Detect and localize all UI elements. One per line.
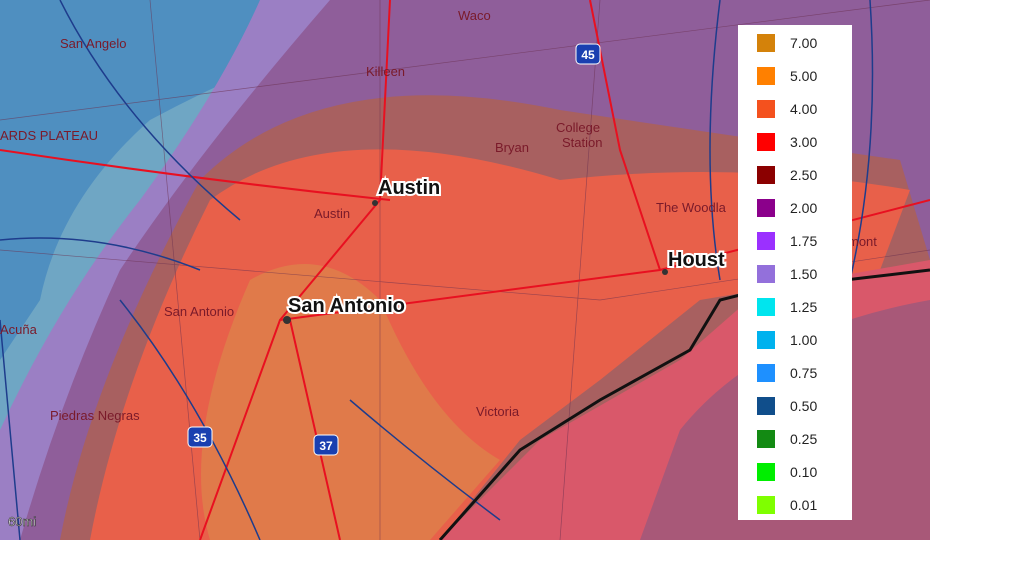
legend-swatch	[757, 265, 775, 283]
place-label: Station	[562, 135, 602, 150]
legend-swatch	[757, 463, 775, 481]
legend-label: 1.50	[790, 266, 817, 282]
place-label: ARDS PLATEAU	[0, 128, 98, 143]
legend-swatch	[757, 232, 775, 250]
legend-swatch	[757, 100, 775, 118]
legend-label: 0.25	[790, 431, 817, 447]
legend-swatch	[757, 364, 775, 382]
place-label: Victoria	[476, 404, 520, 419]
legend-label: 2.00	[790, 200, 817, 216]
place-label: Piedras Negras	[50, 408, 140, 423]
legend-swatch	[757, 133, 775, 151]
legend: 7.00 5.00 4.00 3.00 2.50 2.00 1.75 1.50 1.25 1.00…	[757, 34, 817, 514]
city-label: San Antonio	[288, 295, 405, 317]
city-label: Austin	[378, 177, 440, 199]
legend-label: 2.50	[790, 167, 817, 183]
legend-swatch	[757, 166, 775, 184]
legend-swatch	[757, 67, 775, 85]
place-label: The Woodla	[656, 200, 727, 215]
legend-label: 0.50	[790, 398, 817, 414]
place-label: San Antonio	[164, 304, 234, 319]
legend-swatch	[757, 397, 775, 415]
place-label: Bryan	[495, 140, 529, 155]
place-label: Killeen	[366, 64, 405, 79]
legend-label: 3.00	[790, 134, 817, 150]
legend-swatch	[757, 34, 775, 52]
legend-label: 1.25	[790, 299, 817, 315]
legend-label: 0.01	[790, 497, 817, 513]
place-label: College	[556, 120, 600, 135]
highway-shield	[187, 426, 213, 448]
legend-swatch	[757, 496, 775, 514]
highway-label: 45	[581, 48, 595, 62]
legend-swatch	[757, 331, 775, 349]
highway-label: 35	[193, 431, 207, 445]
place-label: Acuña	[0, 322, 38, 337]
legend-label: 4.00	[790, 101, 817, 117]
map-labels: Austin San Antonio Houst San Angelo Waco Kill…	[0, 8, 877, 529]
highway-shield	[575, 43, 601, 65]
legend-label: 5.00	[790, 68, 817, 84]
legend-swatch	[757, 199, 775, 217]
place-label: San Angelo	[60, 36, 127, 51]
city-label: Houst	[668, 249, 725, 271]
legend-label: 0.75	[790, 365, 817, 381]
place-label: Waco	[458, 8, 491, 23]
legend-label: 0.10	[790, 464, 817, 480]
legend-swatch	[757, 430, 775, 448]
highway-shield	[313, 434, 339, 456]
place-label: Austin	[314, 206, 350, 221]
legend-swatch	[757, 298, 775, 316]
scale-label: 60mi	[8, 514, 36, 529]
highway-label: 37	[319, 439, 333, 453]
legend-label: 1.00	[790, 332, 817, 348]
place-label: mont	[848, 234, 877, 249]
legend-label: 1.75	[790, 233, 817, 249]
legend-label: 7.00	[790, 35, 817, 51]
